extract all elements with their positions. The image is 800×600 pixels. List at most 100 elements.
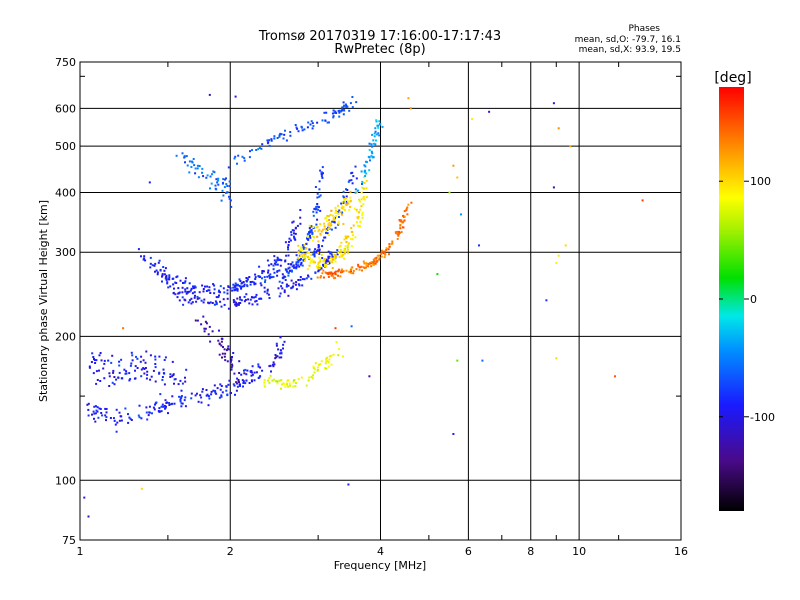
data-point [209,301,212,304]
data-point [217,290,220,293]
data-point [285,139,288,142]
data-point [215,392,218,395]
data-point [169,376,172,378]
data-point [204,320,207,323]
data-point [168,276,171,279]
data-point [330,209,333,212]
data-point [346,248,349,251]
data-point [224,352,227,355]
data-point [301,278,304,281]
data-point [299,278,302,281]
data-point [193,285,196,288]
data-point [88,365,91,368]
data-point [334,110,337,113]
data-point [225,389,228,392]
data-point [211,330,214,333]
data-point [345,195,348,198]
data-point [312,125,315,127]
data-point [116,421,119,424]
data-point [232,299,235,301]
data-point [267,293,270,296]
data-point [283,275,286,278]
data-point [124,372,127,375]
data-point [316,276,319,279]
data-point [208,286,211,289]
data-point [301,284,304,287]
data-point [318,267,321,270]
data-point [356,191,358,194]
data-point [301,250,304,253]
data-point [222,298,225,301]
data-point [243,283,246,286]
data-point [154,380,157,383]
data-point [198,165,201,167]
data-point [236,289,239,292]
data-point [235,284,238,287]
data-point [292,381,295,384]
data-point [324,228,327,230]
data-point [316,235,319,238]
data-point [257,365,260,368]
data-point [217,183,220,186]
data-point [205,290,208,292]
data-point [360,265,363,268]
data-point [273,363,276,366]
data-point [294,283,297,286]
data-point [158,371,161,374]
data-point [212,389,215,392]
data-point [368,149,371,151]
data-point [331,261,334,264]
data-point [319,258,322,261]
data-point [238,360,241,363]
data-point [245,293,248,296]
data-point [249,281,252,283]
data-point [363,176,365,179]
data-point [123,368,126,371]
data-point [300,253,303,255]
data-point [168,404,171,406]
data-point [231,363,233,366]
data-point [282,343,285,346]
data-point [328,256,331,259]
data-point [285,254,288,257]
data-point [280,387,282,390]
data-point [371,152,374,155]
data-point [327,224,330,227]
data-point [143,255,146,258]
data-point [316,267,319,270]
data-point [329,251,332,254]
data-point [245,373,248,376]
data-point [284,241,287,244]
data-point [297,264,300,267]
data-point [143,368,146,370]
data-point [405,207,408,210]
data-point [108,385,111,387]
data-point [295,126,298,129]
data-point [448,191,451,194]
data-point [201,390,204,393]
data-point [280,356,283,359]
data-point [217,339,220,342]
data-point [218,294,220,297]
data-point [325,360,328,363]
data-point [403,210,406,213]
data-point [184,280,187,283]
data-point [166,281,169,284]
data-point [344,202,347,205]
data-point [367,265,370,268]
data-point [318,249,321,252]
colorbar-ticks: 100 0 -100 [719,175,775,424]
data-point [244,382,247,385]
data-point [334,212,337,214]
data-point [275,380,278,383]
data-point [98,407,101,410]
data-point [293,237,296,240]
data-point [377,254,380,257]
data-point [220,394,223,397]
data-point [226,191,228,194]
data-point [166,282,169,285]
data-point [355,101,358,104]
data-point [226,297,229,300]
data-point [152,369,155,372]
data-point [295,261,298,264]
